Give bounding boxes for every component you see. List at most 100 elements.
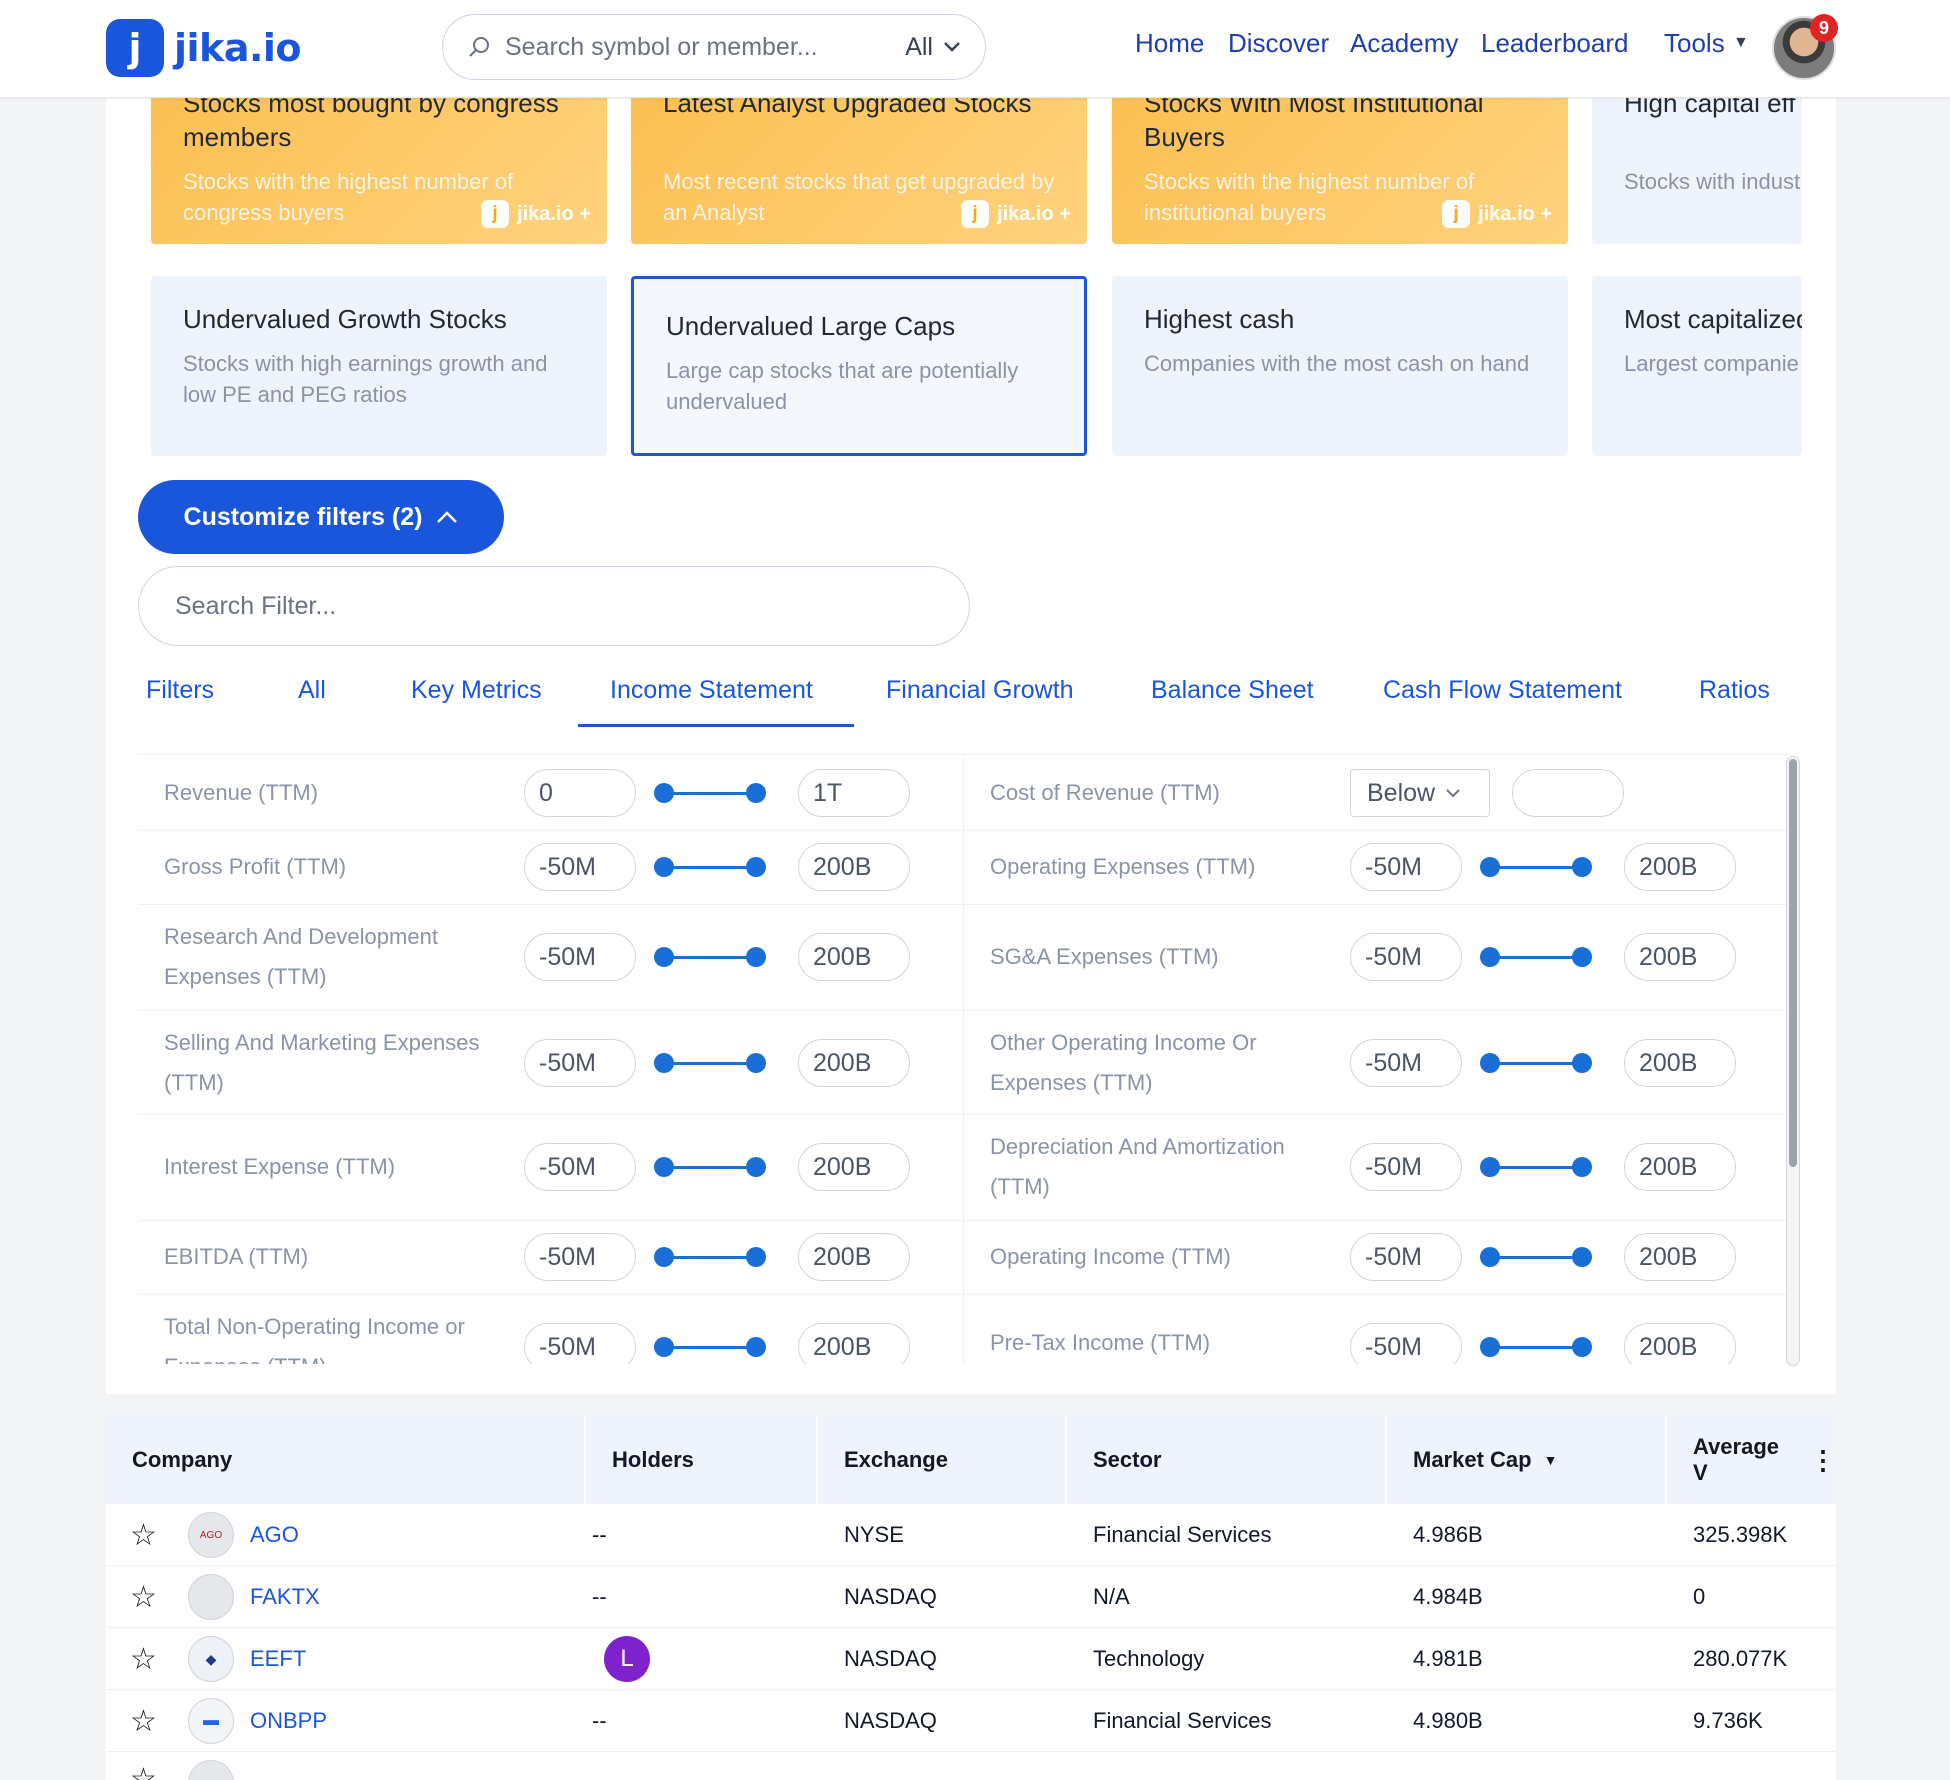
col-market-cap[interactable]: Market Cap ▼ <box>1387 1416 1667 1504</box>
filter-min-input[interactable]: -50M <box>1350 1039 1462 1087</box>
filter-max-input[interactable]: 200B <box>798 843 910 891</box>
table-row[interactable]: ☆ ▬ ONBPP -- NASDAQ Financial Services 4… <box>106 1690 1836 1752</box>
filter-min-input[interactable]: -50M <box>1350 1233 1462 1281</box>
range-slider[interactable] <box>654 1053 766 1073</box>
range-slider[interactable] <box>654 1337 766 1357</box>
filter-max-input[interactable]: 1T <box>798 769 910 817</box>
range-slider[interactable] <box>654 1247 766 1267</box>
col-holders[interactable]: Holders <box>586 1416 818 1504</box>
search-placeholder[interactable]: Search symbol or member... <box>505 32 818 61</box>
filter-max-input[interactable]: 200B <box>1624 1323 1736 1364</box>
symbol-link[interactable]: ONBPP <box>250 1708 328 1733</box>
nav-home[interactable]: Home <box>1135 28 1205 58</box>
chevron-down-icon[interactable] <box>943 41 961 53</box>
tab-ratios[interactable]: Ratios <box>1699 676 1770 704</box>
range-slider[interactable] <box>1480 947 1592 967</box>
star-icon[interactable]: ☆ <box>130 1704 157 1738</box>
filter-max-input[interactable]: 200B <box>798 933 910 981</box>
range-slider[interactable] <box>1480 857 1592 877</box>
filter-max-input[interactable]: 200B <box>1624 1039 1736 1087</box>
card-analyst-upgraded[interactable]: Latest Analyst Upgraded Stocks Most rece… <box>631 98 1087 244</box>
range-slider[interactable] <box>654 1157 766 1177</box>
filter-value-input[interactable] <box>1512 769 1624 817</box>
filter-min-input[interactable]: -50M <box>524 1323 636 1364</box>
star-icon[interactable]: ☆ <box>130 1518 157 1552</box>
filter-min-input[interactable]: -50M <box>1350 1323 1462 1364</box>
caret-down-icon[interactable]: ▼ <box>1733 34 1749 51</box>
filter-min-input[interactable]: -50M <box>524 1039 636 1087</box>
filter-max-input[interactable]: 200B <box>798 1323 910 1364</box>
card-undervalued-growth[interactable]: Undervalued Growth Stocks Stocks with hi… <box>151 276 607 456</box>
tab-key-metrics[interactable]: Key Metrics <box>411 676 542 704</box>
filter-max-input[interactable]: 200B <box>1624 1143 1736 1191</box>
condition-select[interactable]: Below <box>1350 769 1490 817</box>
col-sector[interactable]: Sector <box>1067 1416 1387 1504</box>
logo[interactable]: j jika.io <box>106 19 302 77</box>
table-row[interactable]: ☆ ◆ EEFT L NASDAQ Technology 4.981B 280.… <box>106 1628 1836 1690</box>
filter-min-input[interactable]: -50M <box>1350 1143 1462 1191</box>
tab-balance-sheet[interactable]: Balance Sheet <box>1151 676 1314 704</box>
range-slider[interactable] <box>654 783 766 803</box>
nav-academy[interactable]: Academy <box>1350 28 1459 58</box>
card-highest-cash[interactable]: Highest cash Companies with the most cas… <box>1112 276 1568 456</box>
card-congress-bought[interactable]: Stocks most bought by congress members S… <box>151 98 607 244</box>
filter-min-input[interactable]: -50M <box>524 1233 636 1281</box>
filter-min-input[interactable]: -50M <box>524 933 636 981</box>
filter-max-input[interactable]: 200B <box>1624 1233 1736 1281</box>
table-row[interactable]: ☆ AGO AGO -- NYSE Financial Services 4.9… <box>106 1504 1836 1566</box>
range-slider[interactable] <box>654 947 766 967</box>
card-desc: Large cap stocks that are potentially un… <box>666 358 1019 414</box>
symbol-search[interactable]: Search symbol or member... All <box>442 14 986 80</box>
more-options-icon[interactable]: ⋮ <box>1810 1444 1836 1475</box>
filter-max-input[interactable]: 200B <box>798 1233 910 1281</box>
filter-search-input[interactable]: Search Filter... <box>138 566 970 646</box>
scrollbar-thumb[interactable] <box>1789 759 1797 1167</box>
tab-financial-growth[interactable]: Financial Growth <box>886 676 1074 704</box>
filter-min-input[interactable]: -50M <box>524 843 636 891</box>
col-average-volume[interactable]: Average V ⋮ <box>1693 1434 1836 1485</box>
filter-label: Revenue (TTM) <box>164 780 319 805</box>
tab-all[interactable]: All <box>298 676 326 704</box>
card-capital-efficiency[interactable]: High capital eff Stocks with indust effi… <box>1592 98 1802 244</box>
range-slider[interactable] <box>1480 1247 1592 1267</box>
range-slider[interactable] <box>1480 1053 1592 1073</box>
filter-label: Depreciation And Amortization (TTM) <box>990 1134 1285 1199</box>
range-slider[interactable] <box>1480 1157 1592 1177</box>
filter-min-input[interactable]: -50M <box>1350 933 1462 981</box>
filter-max-input[interactable]: 200B <box>798 1039 910 1087</box>
col-exchange[interactable]: Exchange <box>818 1416 1067 1504</box>
holder-avatar[interactable]: L <box>604 1636 650 1682</box>
range-slider[interactable] <box>654 857 766 877</box>
filter-label: EBITDA (TTM) <box>164 1244 309 1269</box>
filter-max-input[interactable]: 200B <box>1624 933 1736 981</box>
filter-min-input[interactable]: -50M <box>524 1143 636 1191</box>
symbol-link[interactable]: FAKTX <box>250 1584 320 1609</box>
symbol-link[interactable]: AGO <box>250 1522 299 1547</box>
tab-income-statement[interactable]: Income Statement <box>610 676 813 704</box>
search-scope[interactable]: All <box>905 32 933 61</box>
tab-filters[interactable]: Filters <box>146 676 215 704</box>
tab-cash-flow-statement[interactable]: Cash Flow Statement <box>1383 676 1622 704</box>
sort-desc-icon[interactable]: ▼ <box>1543 1452 1558 1468</box>
filter-min-input[interactable]: -50M <box>1350 843 1462 891</box>
star-icon[interactable]: ☆ <box>130 1580 157 1614</box>
range-slider[interactable] <box>1480 1337 1592 1357</box>
filter-min-input[interactable]: 0 <box>524 769 636 817</box>
customize-filters-button[interactable]: Customize filters (2) <box>138 480 504 554</box>
holders-cell: -- <box>592 1708 607 1733</box>
card-undervalued-large-caps[interactable]: Undervalued Large Caps Large cap stocks … <box>631 276 1087 456</box>
col-company[interactable]: Company <box>106 1416 586 1504</box>
card-institutional-buyers[interactable]: Stocks With Most Institutional Buyers St… <box>1112 98 1568 244</box>
nav-tools[interactable]: Tools <box>1664 28 1725 58</box>
symbol-link[interactable]: EEFT <box>250 1646 307 1671</box>
star-icon[interactable]: ☆ <box>130 1762 157 1780</box>
filter-max-input[interactable]: 200B <box>1624 843 1736 891</box>
nav-discover[interactable]: Discover <box>1228 28 1330 58</box>
filter-max-input[interactable]: 200B <box>798 1143 910 1191</box>
table-row[interactable]: ☆ FAKTX -- NASDAQ N/A 4.984B 0 <box>106 1566 1836 1628</box>
table-row[interactable]: ☆ <box>106 1752 1836 1780</box>
filter-scrollbar[interactable] <box>1786 756 1800 1366</box>
card-most-capitalized[interactable]: Most capitalized Largest companie <box>1592 276 1802 456</box>
nav-leaderboard[interactable]: Leaderboard <box>1481 28 1629 58</box>
star-icon[interactable]: ☆ <box>130 1642 157 1676</box>
